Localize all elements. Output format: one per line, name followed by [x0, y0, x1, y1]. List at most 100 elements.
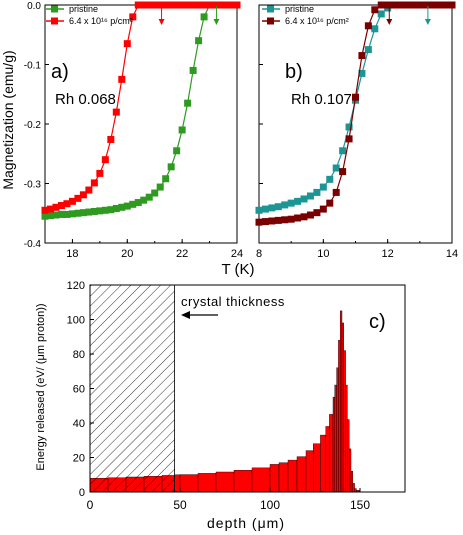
data-point-a-1: [41, 206, 49, 214]
panel-c-y-tick-label: 40: [73, 418, 85, 430]
data-point-a-0: [79, 209, 87, 217]
data-point-a-1: [151, 1, 159, 9]
data-point-a-1: [195, 1, 203, 9]
panel-b-x-tick-label: 10: [317, 248, 329, 260]
energy-bar: [215, 471, 235, 493]
panel-b: 8 10 12 14 b) Rh 0.107 pristine 6.4 x 10¹⁶ …: [255, 1, 458, 260]
data-point-b-1: [422, 1, 430, 9]
data-point-a-0: [178, 126, 186, 134]
data-point-b-1: [448, 1, 456, 9]
panel-c-x-tick-label: 100: [260, 498, 280, 512]
panel-c-y-tick-label: 60: [73, 384, 85, 396]
data-point-b-1: [397, 1, 405, 9]
data-point-a-0: [57, 210, 65, 218]
data-point-b-1: [416, 1, 424, 9]
data-point-a-0: [112, 204, 120, 212]
panel-b-letter: b): [285, 61, 303, 83]
energy-bar: [343, 350, 346, 493]
data-point-a-1: [112, 108, 120, 116]
crystal-thickness-hatched-region: [89, 284, 175, 493]
data-point-a-1: [63, 200, 71, 208]
energy-bar: [197, 473, 217, 493]
legend-b-label-pristine: pristine: [285, 4, 314, 14]
energy-bar: [349, 448, 352, 493]
panel-a: 18 20 22 240.0-0.1-0.2-0.3-0.4 a) Rh 0.068 …: [24, 1, 243, 260]
legend-a-label-pristine: pristine: [69, 4, 98, 14]
panel-a-y-tick-label: 0.0: [27, 1, 41, 12]
data-point-b-1: [261, 218, 269, 226]
energy-bar: [251, 467, 271, 493]
data-point-b-0: [306, 192, 314, 200]
legend-a-label-irradiated: 6.4 x 10¹⁶ p/cm²: [69, 16, 133, 26]
data-point-a-0: [184, 99, 192, 107]
panel-b-annotation: Rh 0.107: [291, 91, 352, 108]
data-point-b-0: [287, 199, 295, 207]
data-point-b-1: [345, 135, 353, 143]
data-point-a-1: [74, 194, 82, 202]
data-point-b-0: [332, 164, 340, 172]
energy-bar: [278, 462, 289, 493]
data-point-a-0: [68, 210, 76, 218]
data-point-b-1: [274, 216, 282, 224]
data-point-a-0: [74, 209, 82, 217]
panel-a-x-tick-label: 18: [66, 248, 78, 260]
data-point-a-0: [129, 200, 137, 208]
data-point-a-1: [129, 13, 137, 21]
panel-a-x-tick-label: 20: [121, 248, 133, 260]
data-point-b-0: [345, 123, 353, 131]
data-point-b-1: [287, 215, 295, 223]
panel-a-y-tick-label: -0.2: [24, 120, 42, 131]
data-point-a-0: [52, 211, 60, 219]
energy-bar: [325, 426, 330, 493]
data-point-a-1: [217, 1, 225, 9]
tc-arrowhead-a-0: [158, 19, 165, 25]
energy-bar: [350, 471, 353, 493]
data-point-b-1: [377, 1, 385, 9]
data-point-a-1: [184, 1, 192, 9]
legend-b-marker-irradiated: [267, 17, 274, 25]
data-point-a-1: [156, 1, 164, 9]
data-point-b-1: [352, 93, 359, 101]
panel-c-y-tick-label: 0: [79, 487, 85, 499]
data-point-a-0: [195, 37, 203, 45]
data-point-b-1: [313, 209, 321, 217]
data-point-a-1: [57, 202, 65, 210]
data-point-a-0: [200, 13, 208, 21]
data-point-a-1: [200, 1, 208, 9]
data-point-a-0: [162, 175, 170, 183]
energy-bar: [347, 419, 350, 493]
energy-bar: [179, 474, 199, 493]
data-point-b-0: [300, 195, 308, 203]
energy-bar: [296, 456, 307, 493]
data-point-a-0: [156, 183, 164, 191]
series-line-a-0: [44, 4, 237, 217]
data-point-a-0: [118, 203, 126, 211]
data-point-a-0: [134, 199, 142, 207]
data-point-a-1: [140, 1, 148, 9]
crystal-thickness-arrow: [181, 311, 218, 319]
data-point-b-0: [255, 206, 263, 214]
panel-c-x-tick-label: 0: [87, 498, 94, 512]
data-point-a-0: [173, 147, 181, 155]
panel-a-frame: [44, 4, 238, 244]
data-point-a-1: [101, 156, 109, 164]
data-point-a-1: [178, 1, 186, 9]
energy-bar: [332, 396, 335, 493]
panel-a-y-tick-label: -0.1: [24, 61, 42, 72]
data-point-a-0: [145, 193, 153, 201]
panel-c-y-tick-label: 120: [67, 280, 85, 292]
data-point-a-1: [173, 1, 181, 9]
panel-a-x-tick-label: 22: [176, 248, 188, 260]
tc-arrowhead-a-1: [213, 19, 220, 25]
data-point-b-1: [306, 211, 314, 219]
panel-c: 0 50 100 150 0 20 40 60 80 100 120 crystal thickne…: [35, 280, 406, 531]
data-point-b-0: [339, 147, 347, 155]
energy-bar: [352, 483, 355, 493]
data-point-b-1: [429, 1, 437, 9]
energy-bar: [336, 367, 339, 493]
shared-x-axis-label: T (K): [221, 261, 254, 278]
data-point-a-1: [90, 179, 98, 187]
data-point-b-0: [274, 203, 282, 211]
legend-b-label-irradiated: 6.4 x 10¹⁶ p/cm²: [285, 16, 349, 26]
data-point-b-1: [326, 199, 334, 207]
